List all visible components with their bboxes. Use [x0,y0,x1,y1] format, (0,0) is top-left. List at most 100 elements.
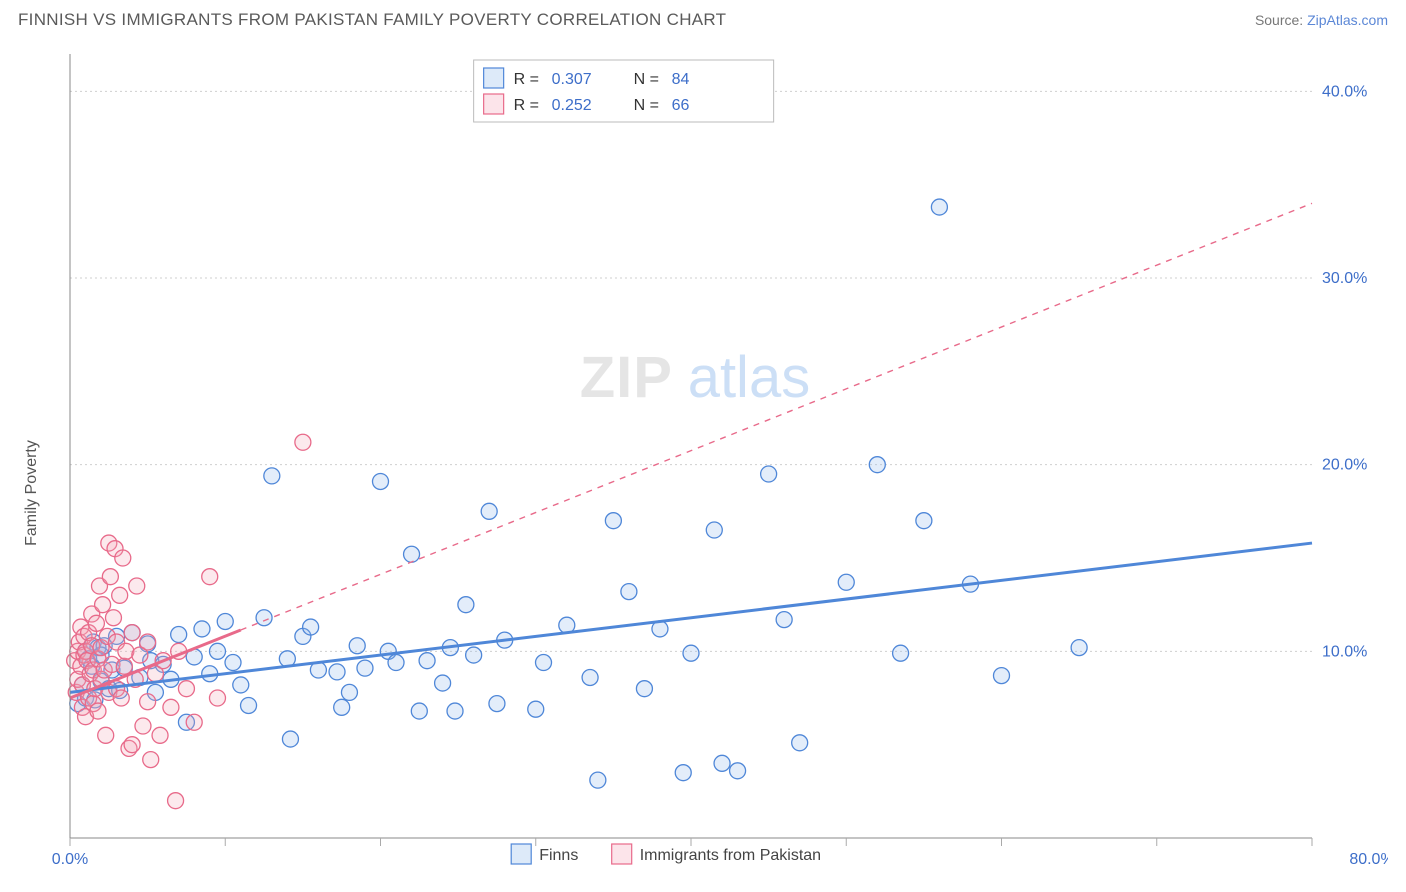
data-point [334,699,350,715]
data-point [792,735,808,751]
data-point [194,621,210,637]
data-point [115,550,131,566]
data-point [124,737,140,753]
data-point [349,638,365,654]
data-point [994,668,1010,684]
data-point [113,690,129,706]
watermark: atlas [688,345,811,410]
data-point [435,675,451,691]
data-point [447,703,463,719]
data-point [217,613,233,629]
data-point [209,690,225,706]
data-point [706,522,722,538]
data-point [893,645,909,661]
data-point [730,763,746,779]
legend-series-label: Immigrants from Pakistan [640,847,821,864]
data-point [256,610,272,626]
data-point [171,627,187,643]
data-point [489,696,505,712]
y-tick-label: 10.0% [1322,643,1367,660]
data-point [233,677,249,693]
data-point [636,681,652,697]
data-point [916,513,932,529]
data-point [466,647,482,663]
x-tick-label: 80.0% [1349,851,1388,868]
legend-r-label: R = [514,71,539,88]
legend-n-label: N = [634,97,659,114]
data-point [124,625,140,641]
data-point [458,597,474,613]
data-point [202,569,218,585]
data-point [102,569,118,585]
data-point [329,664,345,680]
data-point [675,765,691,781]
data-point [590,772,606,788]
legend-series-label: Finns [539,847,578,864]
data-point [186,714,202,730]
data-point [869,457,885,473]
data-point [411,703,427,719]
data-point [105,610,121,626]
legend-swatch [484,68,504,88]
source-attribution: Source: ZipAtlas.com [1255,12,1388,28]
data-point [419,653,435,669]
data-point [264,468,280,484]
data-point [536,655,552,671]
data-point [116,658,132,674]
data-point [605,513,621,529]
data-point [1071,640,1087,656]
data-point [761,466,777,482]
y-tick-label: 30.0% [1322,270,1367,287]
data-point [140,694,156,710]
data-point [178,681,194,697]
source-link[interactable]: ZipAtlas.com [1307,12,1388,28]
data-point [582,669,598,685]
data-point [373,473,389,489]
data-point [168,793,184,809]
x-tick-label: 0.0% [52,851,88,868]
legend-n-value: 84 [672,71,690,88]
watermark: ZIP [580,345,673,410]
chart-title: FINNISH VS IMMIGRANTS FROM PAKISTAN FAMI… [18,10,726,30]
data-point [388,655,404,671]
legend-r-value: 0.252 [552,97,592,114]
legend-swatch [511,844,531,864]
data-point [303,619,319,635]
legend-n-label: N = [634,71,659,88]
data-point [714,755,730,771]
data-point [129,578,145,594]
legend-r-label: R = [514,97,539,114]
legend-swatch [612,844,632,864]
data-point [282,731,298,747]
legend-swatch [484,94,504,114]
scatter-chart: 10.0% 20.0% 30.0% 40.0% ZIPatlas 0.0% 80.0% Fam… [18,46,1388,882]
trend-line-extrapolated [241,203,1312,630]
data-point [112,587,128,603]
data-point [683,645,699,661]
data-point [163,699,179,715]
data-point [90,703,106,719]
y-tick-label: 20.0% [1322,457,1367,474]
y-axis-label: Family Poverty [23,440,40,546]
data-point [140,634,156,650]
data-point [241,697,257,713]
data-point [776,612,792,628]
data-point [931,199,947,215]
data-point [152,727,168,743]
data-point [621,584,637,600]
data-point [98,727,114,743]
data-point [481,503,497,519]
data-point [95,597,111,613]
data-point [528,701,544,717]
data-point [404,546,420,562]
data-point [295,434,311,450]
data-point [209,643,225,659]
y-tick-label: 40.0% [1322,83,1367,100]
data-point [838,574,854,590]
data-point [88,615,104,631]
data-point [225,655,241,671]
legend-r-value: 0.307 [552,71,592,88]
data-point [135,718,151,734]
legend-n-value: 66 [672,97,690,114]
data-point [341,684,357,700]
